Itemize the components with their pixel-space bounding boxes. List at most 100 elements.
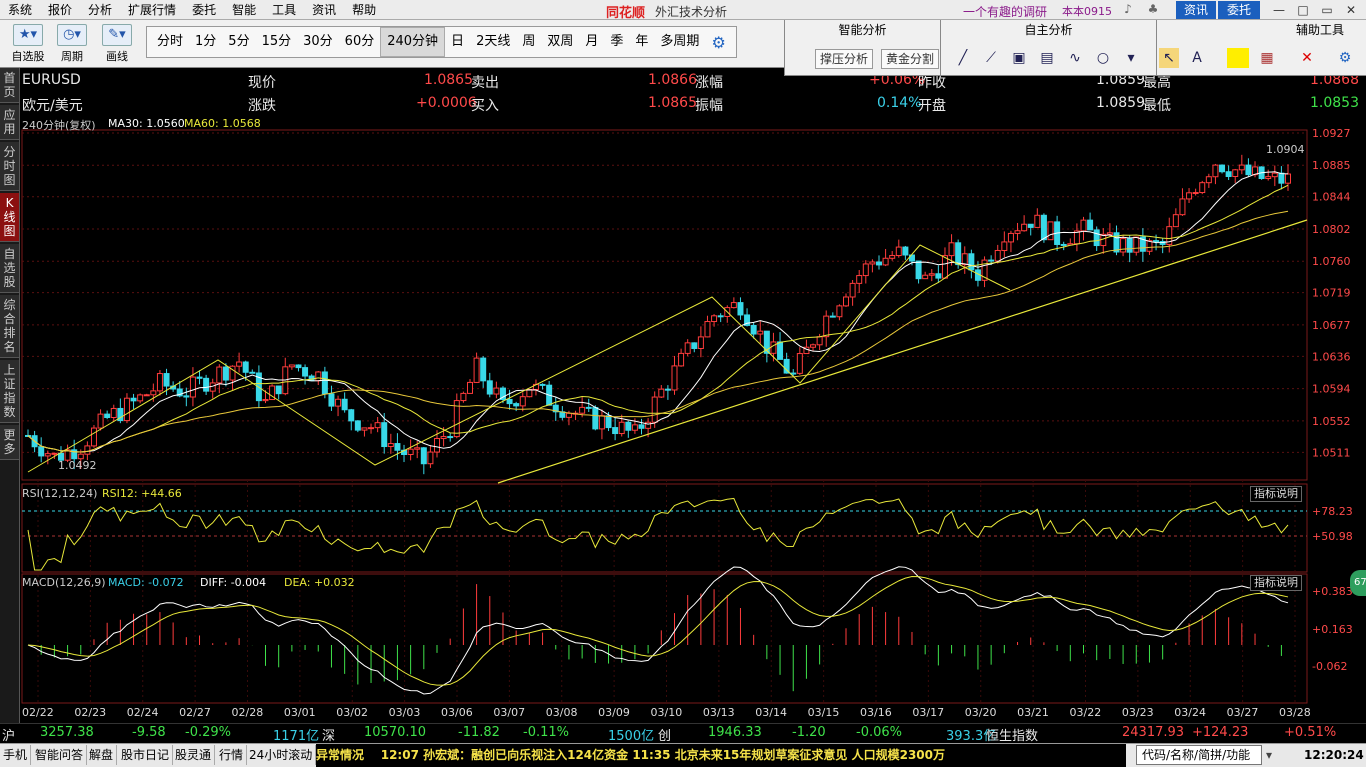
more-tools-icon[interactable]: ▾	[1127, 50, 1135, 66]
bottom-bar-item[interactable]: 24小时滚动	[246, 745, 317, 765]
rsi-help-button[interactable]: 指标说明	[1250, 486, 1302, 502]
wave-tool-icon[interactable]: ∿	[1069, 50, 1081, 66]
menu-item[interactable]: 资讯	[312, 2, 337, 17]
restore-icon[interactable]: ▭	[1321, 3, 1333, 17]
menu-item[interactable]: 分析	[88, 2, 113, 17]
cursor-icon[interactable]: ↖	[1159, 48, 1179, 68]
maximize-icon[interactable]: □	[1297, 3, 1309, 17]
candle-body	[539, 383, 546, 386]
candle-body	[770, 341, 777, 354]
menu-item[interactable]: 委托	[192, 2, 217, 17]
period-option[interactable]: 分时	[157, 34, 184, 49]
candle-body	[341, 398, 348, 411]
price-tick-label: 1.0885	[1312, 159, 1351, 172]
period-option[interactable]: 60分	[344, 34, 375, 49]
keyboard-icon[interactable]: ▾	[1266, 748, 1273, 762]
candle-body	[790, 372, 797, 375]
period-option[interactable]: 240分钟	[380, 27, 446, 57]
candle-body	[902, 246, 909, 256]
close-icon[interactable]: ✕	[1345, 3, 1357, 17]
draw-tools-title: 自主分析	[1024, 23, 1073, 37]
watchlist-button[interactable]: ★▾ 自选股	[8, 23, 48, 65]
support-resistance-button[interactable]: 撑压分析	[815, 49, 874, 69]
bottom-bar-item[interactable]: 手机	[0, 745, 32, 765]
bottom-bar-item[interactable]: 股市日记	[118, 745, 174, 765]
code-search-input[interactable]: 代码/名称/简拼/功能	[1136, 745, 1262, 765]
period-option[interactable]: 周	[522, 34, 536, 49]
period-settings-gear-icon[interactable]: ⚙	[711, 32, 726, 52]
left-nav-char: 综	[3, 298, 16, 312]
delete-tool-icon[interactable]: ✕	[1301, 50, 1313, 66]
left-nav-tab[interactable]: 应用	[0, 105, 19, 140]
period-option[interactable]: 2天线	[476, 34, 511, 49]
smart-analysis-group: 智能分析 撑压分析 黄金分割	[784, 20, 940, 76]
candle-body	[71, 449, 78, 460]
trade-button[interactable]: 委托	[1218, 1, 1260, 19]
menu-item[interactable]: 工具	[272, 2, 297, 17]
promo-link[interactable]: 一个有趣的调研	[963, 5, 1048, 19]
candle-body	[1080, 219, 1087, 232]
period-option[interactable]: 1分	[195, 34, 217, 49]
period-option[interactable]: 多周期	[660, 34, 700, 49]
left-nav-tab[interactable]: 自选股	[0, 244, 19, 293]
cy-amount: 393.3亿	[946, 729, 997, 744]
left-nav-tab[interactable]: 上证指数	[0, 360, 19, 423]
minimize-icon[interactable]: —	[1273, 3, 1285, 17]
candle-body	[1153, 240, 1160, 243]
left-nav-char: 数	[3, 405, 16, 419]
left-nav-char: 自	[3, 247, 16, 261]
bell-icon[interactable]: ♪	[1124, 2, 1132, 16]
left-nav-tab[interactable]: 分时图	[0, 142, 19, 191]
left-nav-tab[interactable]: 综合排名	[0, 295, 19, 358]
period-option[interactable]: 双周	[547, 34, 574, 49]
pct-value: +0.06%	[869, 72, 926, 88]
candle-body	[57, 452, 64, 461]
segment-tool-icon[interactable]: ⟋	[986, 50, 996, 66]
shirt-icon[interactable]: ♣	[1147, 2, 1159, 16]
menu-item[interactable]: 扩展行情	[128, 2, 177, 17]
period-option[interactable]: 5分	[228, 34, 250, 49]
settings-gear-icon[interactable]: ⚙	[1338, 50, 1352, 66]
left-nav-tab[interactable]: 更多	[0, 425, 19, 460]
line-tool-icon[interactable]: ╱	[958, 50, 968, 66]
macd-help-button[interactable]: 指标说明	[1250, 575, 1302, 591]
candle-body	[480, 357, 487, 382]
news-button[interactable]: 资讯	[1176, 1, 1216, 19]
menu-item[interactable]: 系统	[8, 2, 33, 17]
sz-value: 10570.10	[364, 725, 427, 740]
bottom-bar-item[interactable]: 股灵通	[172, 745, 216, 765]
period-option[interactable]: 30分	[303, 34, 333, 49]
macd-tick-label: +0.383	[1312, 585, 1353, 598]
date-tick-label: 03/27	[1227, 706, 1259, 719]
draw-button[interactable]: ✎▾ 画线	[97, 23, 137, 65]
float-badge[interactable]: 67	[1350, 570, 1366, 596]
golden-section-button[interactable]: 黄金分割	[881, 49, 940, 69]
menu-item[interactable]: 帮助	[352, 2, 377, 17]
circle-tool-icon[interactable]: ○	[1096, 50, 1110, 66]
save-tool-icon[interactable]: ▦	[1260, 50, 1274, 66]
channel-tool-icon[interactable]: ▤	[1040, 50, 1054, 66]
bottom-bar-item[interactable]: 行情	[216, 745, 248, 765]
bottom-bar-item[interactable]: 解盘	[86, 745, 118, 765]
change-value: +0.0006	[416, 95, 477, 111]
menu-item[interactable]: 智能	[232, 2, 257, 17]
period-option[interactable]: 日	[451, 34, 465, 49]
period-option[interactable]: 年	[635, 34, 649, 49]
text-tool-icon[interactable]: A	[1192, 50, 1202, 66]
rect-tool-icon[interactable]: ▣	[1012, 50, 1026, 66]
menu-item[interactable]: 报价	[48, 2, 73, 17]
candle-body	[209, 382, 216, 392]
period-option[interactable]: 15分	[261, 34, 292, 49]
left-nav-tab[interactable]: 首页	[0, 68, 19, 103]
news-ticker[interactable]: 异常情况 12:07 孙宏斌：融创已向乐视注入124亿资金 11:35 北京未来…	[316, 744, 1126, 767]
period-option[interactable]: 季	[610, 34, 624, 49]
period-option[interactable]: 月	[585, 34, 599, 49]
period-button[interactable]: ◷▾ 周期	[52, 23, 92, 65]
rsi-frame	[21, 483, 1308, 573]
color-picker-icon[interactable]	[1227, 48, 1249, 68]
candle-body	[849, 282, 856, 298]
bottom-bar-item[interactable]: 智能问答	[32, 745, 88, 765]
